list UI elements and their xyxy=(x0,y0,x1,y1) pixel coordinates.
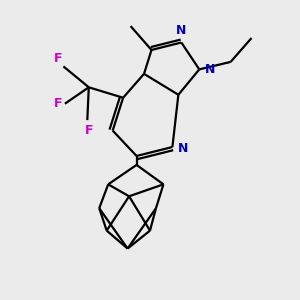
Text: F: F xyxy=(85,124,93,137)
Text: F: F xyxy=(53,97,62,110)
Text: N: N xyxy=(176,24,187,37)
Text: F: F xyxy=(53,52,62,65)
Text: N: N xyxy=(205,63,215,76)
Text: N: N xyxy=(178,142,188,155)
